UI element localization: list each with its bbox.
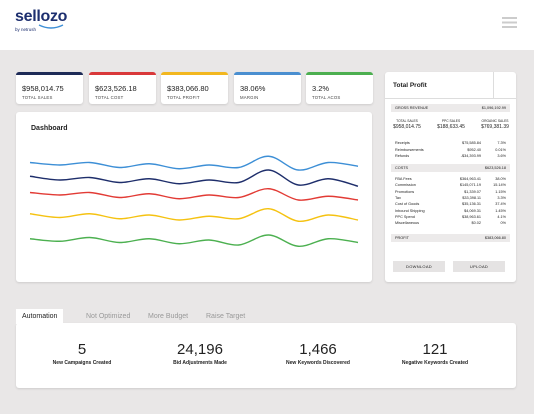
divider (493, 72, 494, 98)
row-pct: 3.6% (497, 154, 506, 158)
row-pct: 3.3% (497, 195, 506, 200)
kpi-value: 38.06% (240, 84, 266, 93)
row-label: Inbound Shipping (395, 208, 425, 213)
row-value: $145,071.19 (459, 183, 481, 188)
row-value: $0.02 (471, 221, 481, 226)
kpi-label: TOTAL SALES (22, 95, 53, 100)
tab[interactable]: Raise Target (206, 313, 246, 320)
kpi-value: $383,066.80 (167, 84, 209, 93)
row-pct: 0.01% (495, 147, 506, 152)
row-pct: 0% (500, 221, 507, 226)
profit-panel: Total Profit GROSS REVENUE $1,096,192.99 T… (385, 72, 516, 282)
dashboard-title: Dashboard (31, 125, 68, 132)
stat-value: 24,196 (177, 341, 223, 358)
kpi-card: 38.06% MARGIN (234, 72, 301, 104)
series-line (29, 169, 359, 187)
series-line (29, 155, 359, 171)
row-value: $33,398.11 (462, 195, 481, 200)
row-bg (391, 164, 510, 172)
kpi-label: TOTAL COST (95, 95, 124, 100)
row-label: Refunds (395, 154, 410, 158)
row-pct: 4.1% (497, 214, 506, 219)
logo[interactable]: sellozo (15, 8, 68, 25)
row-pct: 37.4% (495, 202, 506, 207)
button[interactable]: DOWNLOAD (393, 261, 445, 272)
row-pct: 1.15% (495, 189, 506, 194)
sales-value: $188,633.45 (437, 124, 465, 130)
kpi-value: $623,526.18 (95, 84, 137, 93)
stat-value: 1,466 (299, 341, 337, 358)
stat-value: 121 (422, 341, 448, 358)
row-label: Miscellaneous (395, 221, 420, 226)
sales-label: ORGANIC SALES (481, 119, 509, 123)
kpi-label: MARGIN (240, 95, 259, 100)
row-label: Tax (395, 195, 401, 200)
row-value: $35,136.31 (461, 202, 481, 207)
tab[interactable]: Automation (16, 309, 64, 324)
sales-value: $769,381.39 (481, 124, 509, 130)
kpi-label: TOTAL ACOS (312, 95, 341, 100)
row-label: FBA Fees (395, 177, 412, 181)
row-pct: 7.3% (497, 141, 506, 145)
tab[interactable]: Not Optimized (86, 313, 131, 320)
stats-card (16, 323, 516, 388)
dashboard-card: Dashboard (16, 112, 372, 282)
kpi-card: $623,526.18 TOTAL COST (89, 72, 156, 104)
row-pct: 1.45% (495, 208, 506, 213)
row-value: $4,069.31 (464, 208, 481, 213)
row-bg (391, 104, 510, 112)
divider (385, 98, 516, 99)
row-value: -$34,393.99 (460, 154, 481, 158)
stat-label: Bid Adjustments Made (173, 360, 227, 366)
row-label: Commission (395, 183, 416, 188)
line-chart (29, 155, 359, 247)
row-value: $75,585.84 (461, 141, 481, 145)
logo-sub: by netrush (15, 27, 37, 32)
menu-icon[interactable] (502, 16, 517, 29)
stat-label: Negative Keywords Created (401, 360, 469, 366)
header: sellozo by netrush (0, 0, 534, 50)
series-line (29, 188, 359, 201)
row-pct: 15.14% (493, 183, 506, 188)
sales-value: $958,014.75 (393, 124, 421, 130)
row-label: Receipts (395, 141, 410, 145)
row-label: PPC Spend (395, 214, 415, 219)
row-value: $38,963.61 (461, 214, 481, 219)
row-label: COSTS (395, 166, 409, 170)
row-label: Reimbursements (395, 147, 424, 152)
row-value: $1,096,192.99 (481, 106, 506, 110)
row-pct: 38.0% (495, 177, 506, 181)
sales-label: PPC SALES (441, 119, 461, 123)
button[interactable]: UPLOAD (453, 261, 505, 272)
row-value: $1,339.07 (464, 189, 481, 194)
row-label: PROFIT (395, 236, 409, 240)
row-value: $364,963.41 (459, 177, 481, 181)
row-value: $623,526.18 (484, 166, 506, 170)
kpi-label: TOTAL PROFIT (167, 95, 200, 100)
stat-value: 5 (77, 341, 87, 358)
kpi-value: 3.2% (312, 84, 330, 93)
kpi-card: $958,014.75 TOTAL SALES (16, 72, 83, 104)
sales-label: TOTAL SALES (396, 119, 418, 123)
stat-label: New Keywords Discovered (286, 360, 350, 366)
kpi-card: $383,066.80 TOTAL PROFIT (161, 72, 228, 104)
kpi-card: 3.2% TOTAL ACOS (306, 72, 373, 104)
row-label: Cost of Goods (395, 202, 420, 207)
row-value: $383,066.80 (484, 236, 506, 240)
row-bg (391, 234, 510, 242)
row-label: GROSS REVENUE (395, 106, 429, 110)
tab[interactable]: More Budget (148, 313, 189, 320)
logo-swoosh (38, 24, 64, 29)
series-line (29, 234, 359, 247)
row-label: Promotions (395, 189, 415, 194)
stat-label: New Campaigns Created (52, 360, 112, 366)
series-line (29, 208, 359, 222)
panel-title: Total Profit (393, 82, 427, 89)
kpi-value: $958,014.75 (22, 84, 64, 93)
row-value: $952.40 (467, 147, 481, 152)
